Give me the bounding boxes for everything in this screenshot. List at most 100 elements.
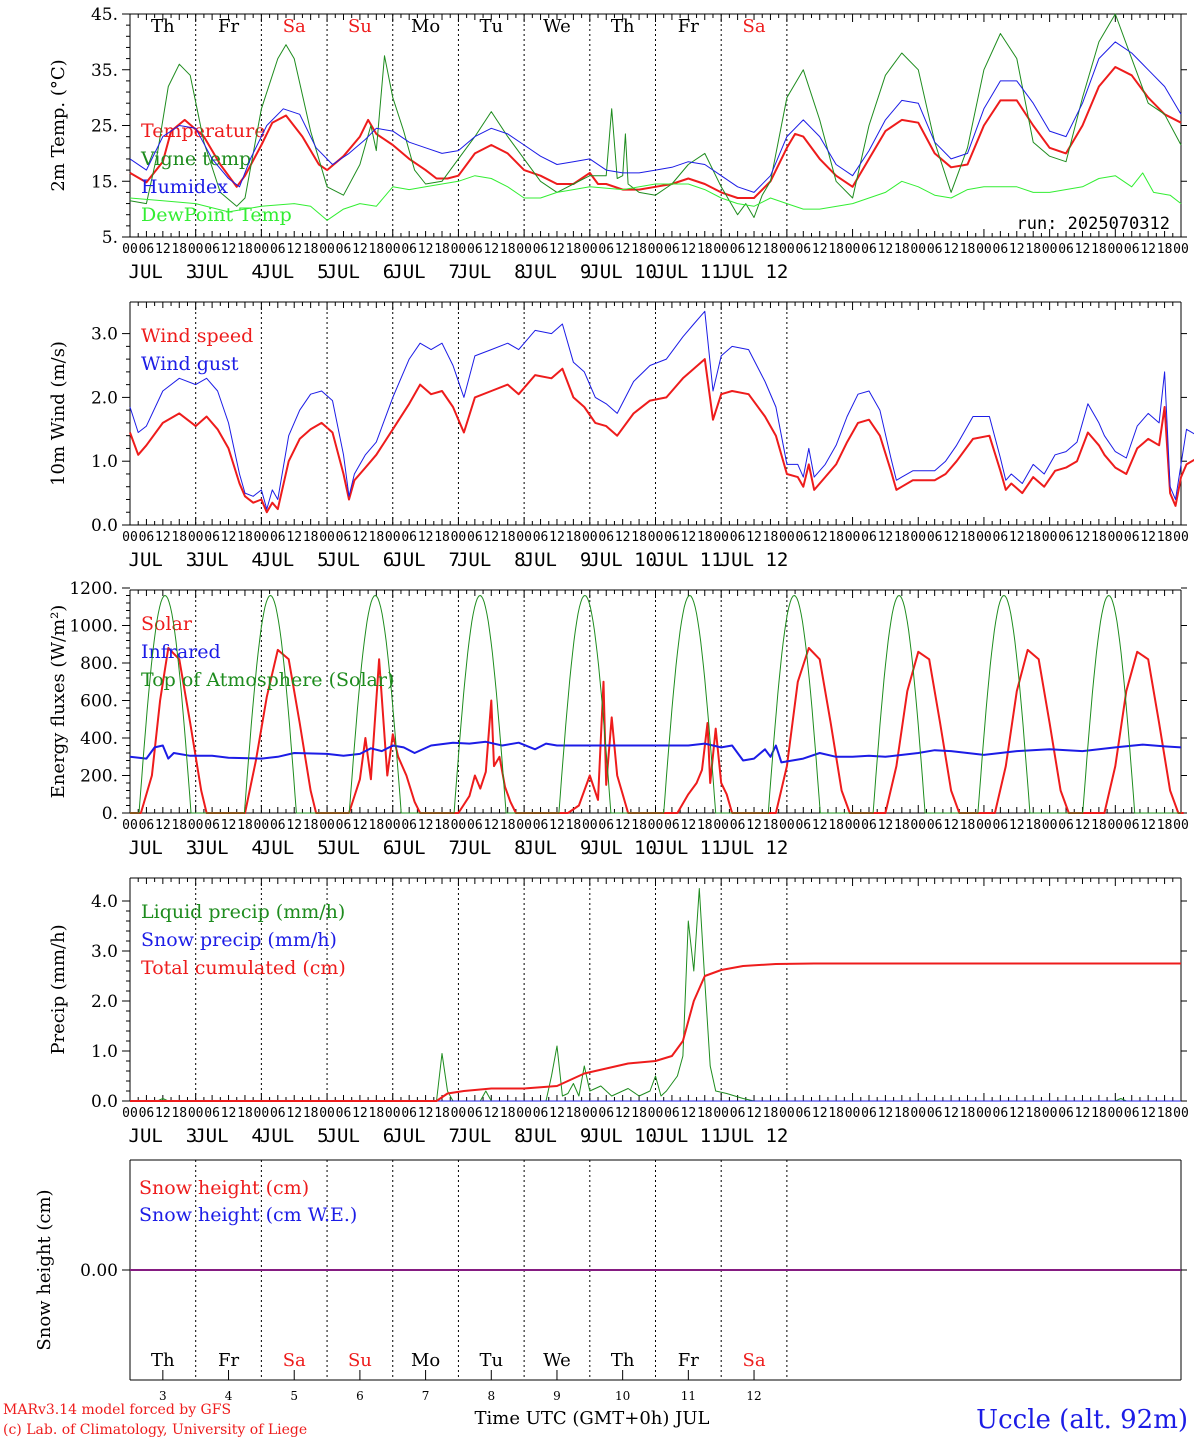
date-label: JUL 7 [391, 837, 460, 859]
hour-label: 18 [894, 530, 910, 545]
date-label: JUL 9 [523, 837, 592, 859]
hour-label: 18 [828, 1106, 844, 1121]
hour-label: 00 [385, 530, 401, 545]
hour-label: 18 [631, 530, 647, 545]
hour-label: 18 [960, 818, 976, 833]
hour-label: 18 [237, 242, 253, 257]
day-number: 8 [487, 1389, 495, 1403]
hour-label: 00 [516, 818, 532, 833]
hour-label: 18 [1157, 1106, 1173, 1121]
hour-label: 18 [237, 818, 253, 833]
day-name: Fr [218, 16, 239, 37]
hour-label: 12 [812, 530, 828, 545]
hour-label: 06 [139, 530, 155, 545]
hour-label: 12 [286, 242, 302, 257]
date-label: JUL 10 [588, 549, 657, 571]
hour-label: 00 [779, 530, 795, 545]
date-label: JUL 3 [129, 261, 198, 283]
day-name: Th [611, 1350, 635, 1371]
hour-label: 18 [631, 1106, 647, 1121]
hour-label: 00 [1173, 242, 1189, 257]
hour-label: 06 [1058, 242, 1074, 257]
hour-label: 06 [139, 1106, 155, 1121]
day-name: Th [611, 16, 635, 37]
y-tick-label: 0.0 [91, 516, 118, 536]
y-tick-label: 1.0 [91, 1042, 118, 1062]
date-label: JUL 7 [391, 549, 460, 571]
hour-label: 00 [254, 1106, 270, 1121]
hour-label: 06 [533, 530, 549, 545]
hour-label: 18 [1157, 818, 1173, 833]
hour-label: 12 [1009, 1106, 1025, 1121]
hour-label: 12 [746, 1106, 762, 1121]
panel-5: 0.00 Snow height (cm) Snow height (cm) Snow… [34, 1159, 1187, 1403]
hour-label: 00 [1173, 818, 1189, 833]
series-line-infrared [129, 740, 1182, 764]
hour-label: 06 [1124, 242, 1140, 257]
hour-label: 06 [401, 242, 417, 257]
day-number: 6 [356, 1389, 364, 1403]
hour-label: 00 [582, 818, 598, 833]
date-label: JUL 11 [654, 261, 723, 283]
legend-entry: Wind gust [141, 353, 239, 375]
day-name: Tu [479, 1350, 503, 1371]
hour-label: 00 [1042, 530, 1058, 545]
hour-label: 06 [730, 818, 746, 833]
legend-entry: Liquid precip (mm/h) [141, 901, 345, 923]
hour-label: 18 [566, 530, 582, 545]
day-name: Sa [283, 1350, 306, 1371]
hour-label: 06 [730, 530, 746, 545]
hour-label: 00 [122, 242, 138, 257]
hour-label: 06 [861, 818, 877, 833]
day-name: Fr [678, 1350, 699, 1371]
legend-entry: Total cumulated (cm) [141, 957, 346, 979]
hour-label: 00 [319, 530, 335, 545]
day-name: Su [348, 1350, 372, 1371]
hour-label: 18 [237, 530, 253, 545]
hour-label: 06 [139, 818, 155, 833]
series-line-vigne-temp [129, 13, 1182, 218]
hour-label: 06 [270, 530, 286, 545]
date-label: JUL 8 [457, 1125, 526, 1147]
time-axis-title: Time UTC (GMT+0h) JUL [475, 1408, 710, 1429]
hour-label: 00 [451, 818, 467, 833]
hour-label: 00 [319, 242, 335, 257]
hour-label: 06 [336, 530, 352, 545]
hour-label: 00 [385, 818, 401, 833]
date-label: JUL 10 [588, 1125, 657, 1147]
hour-label: 00 [976, 818, 992, 833]
day-name: We [543, 16, 571, 37]
hour-label: 18 [1091, 530, 1107, 545]
hour-label: 06 [467, 1106, 483, 1121]
hour-label: 12 [681, 818, 697, 833]
date-label: JUL 6 [326, 837, 395, 859]
day-name: Fr [218, 1350, 239, 1371]
hour-label: 12 [1009, 818, 1025, 833]
series-line-dewpoint-temp [129, 172, 1182, 221]
hour-label: 00 [779, 818, 795, 833]
hour-label: 18 [1025, 818, 1041, 833]
hour-label: 12 [1075, 242, 1091, 257]
hour-label: 18 [369, 530, 385, 545]
hour-label: 12 [221, 818, 237, 833]
legend-entry: Temperature [141, 120, 265, 142]
y-tick-label: 2.0 [91, 388, 118, 408]
hour-label: 00 [385, 1106, 401, 1121]
hour-label: 00 [122, 1106, 138, 1121]
hour-label: 12 [549, 530, 565, 545]
hour-label: 18 [828, 530, 844, 545]
hour-label: 00 [1107, 242, 1123, 257]
hour-label: 06 [270, 1106, 286, 1121]
hour-label: 00 [976, 242, 992, 257]
hour-label: 00 [516, 1106, 532, 1121]
hour-label: 12 [681, 242, 697, 257]
station-label: Uccle (alt. 92m) [976, 1405, 1188, 1435]
hour-label: 00 [845, 1106, 861, 1121]
hour-label: 12 [483, 1106, 499, 1121]
date-label: JUL 11 [654, 837, 723, 859]
hour-label: 00 [976, 530, 992, 545]
day-name: Mo [411, 16, 440, 37]
hour-label: 12 [418, 1106, 434, 1121]
hour-label: 06 [1058, 818, 1074, 833]
y-tick-label: 45. [91, 5, 118, 25]
